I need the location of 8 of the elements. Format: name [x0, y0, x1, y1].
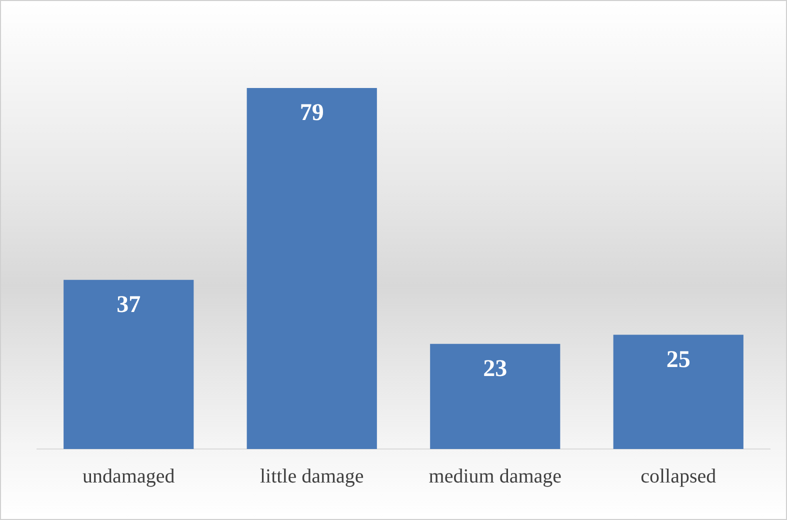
- data-label: 79: [300, 100, 324, 126]
- data-label: 25: [666, 346, 690, 373]
- x-tick-label: collapsed: [640, 465, 716, 488]
- x-tick-label: little damage: [260, 465, 364, 488]
- data-label: 37: [116, 292, 141, 318]
- x-tick-label: undamaged: [82, 465, 175, 488]
- data-label: 23: [483, 356, 508, 382]
- x-tick-label: medium damage: [428, 465, 562, 488]
